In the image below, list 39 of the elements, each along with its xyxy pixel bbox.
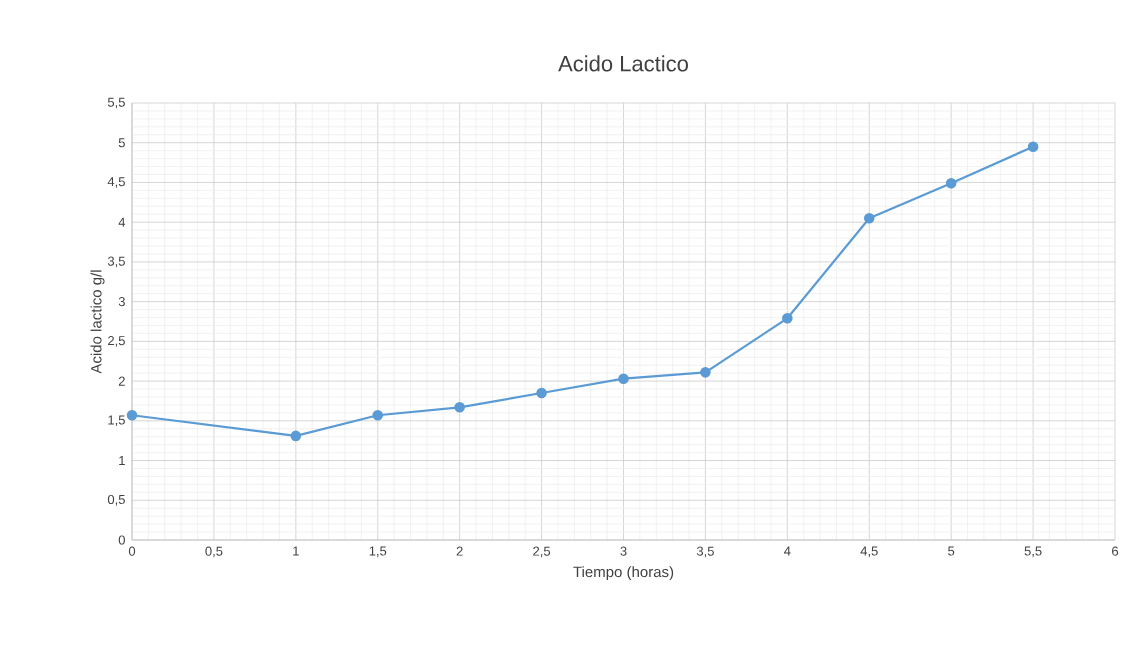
x-tick-label: 5 <box>948 546 955 556</box>
y-tick-label: 1,5 <box>108 415 125 427</box>
x-tick-label: 4,5 <box>860 546 878 558</box>
x-tick-label: 0 <box>128 546 136 556</box>
x-tick-label: 5,5 <box>1024 546 1042 558</box>
point <box>863 212 875 224</box>
x-tick-label: 4 <box>784 546 791 556</box>
x-tick-label: 0,5 <box>205 546 223 558</box>
y-tick-label: 3,5 <box>107 256 125 268</box>
y-axis-title: Acido lactico g/l <box>90 270 105 374</box>
y-tick-label: 4 <box>118 217 126 227</box>
x-tick-label: 1 <box>293 546 299 556</box>
y-tick-label: 5,5 <box>107 97 125 109</box>
x-tick-label: 1,5 <box>369 546 387 558</box>
point <box>700 367 711 378</box>
point <box>618 373 629 385</box>
x-tick-label: 2,5 <box>533 546 551 558</box>
point <box>782 313 793 324</box>
x-tick-label: 2 <box>456 546 463 556</box>
point <box>945 177 957 189</box>
x-tick-label: 3 <box>620 546 627 556</box>
y-tick-label: 2,5 <box>108 335 125 347</box>
chart-title: Acido Lactico <box>558 55 688 72</box>
point <box>290 430 302 442</box>
y-tick-label: 0,5 <box>107 494 125 506</box>
x-tick-label: 3,5 <box>696 546 714 558</box>
y-tick-label: 0 <box>118 535 125 545</box>
y-tick-label: 2 <box>118 376 125 386</box>
point <box>1027 141 1039 152</box>
x-axis-title: Tiempo (horas) <box>573 566 674 581</box>
y-tick-label: 5 <box>118 138 125 148</box>
y-tick-label: 1 <box>119 456 125 466</box>
point <box>536 387 547 399</box>
point <box>126 409 138 421</box>
point <box>454 402 465 413</box>
y-tick-label: 4,5 <box>107 177 125 188</box>
y-tick-label: 3 <box>118 297 125 307</box>
x-tick-label: 6 <box>1112 546 1119 556</box>
point <box>372 409 384 421</box>
